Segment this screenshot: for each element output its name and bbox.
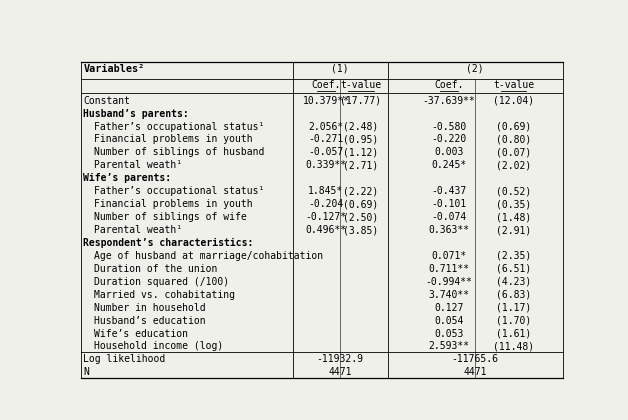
Text: N: N <box>83 368 89 377</box>
Text: Duration squared (/100): Duration squared (/100) <box>94 277 229 287</box>
Text: 10.379**: 10.379** <box>302 96 349 106</box>
Text: Number of siblings of wife: Number of siblings of wife <box>94 212 246 222</box>
Text: -0.437: -0.437 <box>431 186 467 196</box>
Text: (2.50): (2.50) <box>344 212 379 222</box>
Text: (0.69): (0.69) <box>496 121 531 131</box>
Text: t-value: t-value <box>340 81 382 90</box>
Text: -0.580: -0.580 <box>431 121 467 131</box>
Text: -0.101: -0.101 <box>431 199 467 209</box>
Text: -0.271: -0.271 <box>308 134 344 144</box>
Text: 4471: 4471 <box>328 368 352 377</box>
Text: Financial problems in youth: Financial problems in youth <box>94 199 252 209</box>
Text: (2.71): (2.71) <box>344 160 379 171</box>
Text: t-value: t-value <box>493 81 534 90</box>
Text: 0.339**: 0.339** <box>305 160 347 171</box>
Text: (0.07): (0.07) <box>496 147 531 158</box>
Text: Father’s occupational status¹: Father’s occupational status¹ <box>94 121 264 131</box>
Text: 0.711**: 0.711** <box>428 264 470 274</box>
Text: (0.52): (0.52) <box>496 186 531 196</box>
Text: 0.245*: 0.245* <box>431 160 467 171</box>
Text: -0.074: -0.074 <box>431 212 467 222</box>
Text: (4.23): (4.23) <box>496 277 531 287</box>
Text: 0.054: 0.054 <box>434 315 463 326</box>
Text: -11765.6: -11765.6 <box>452 354 499 365</box>
Text: -0.220: -0.220 <box>431 134 467 144</box>
Text: -11932.9: -11932.9 <box>317 354 364 365</box>
Text: Coef.: Coef. <box>434 81 463 90</box>
Text: (2.02): (2.02) <box>496 160 531 171</box>
Text: Father’s occupational status¹: Father’s occupational status¹ <box>94 186 264 196</box>
Text: (3.85): (3.85) <box>344 225 379 235</box>
Text: (2.35): (2.35) <box>496 251 531 261</box>
Text: -0.994**: -0.994** <box>425 277 472 287</box>
Text: 0.363**: 0.363** <box>428 225 470 235</box>
Text: -0.057: -0.057 <box>308 147 344 158</box>
Text: Household income (log): Household income (log) <box>94 341 223 352</box>
Text: (1.48): (1.48) <box>496 212 531 222</box>
Text: Number in household: Number in household <box>94 303 205 312</box>
Text: Married vs. cohabitating: Married vs. cohabitating <box>94 290 235 300</box>
Text: 4471: 4471 <box>463 368 487 377</box>
Text: (1.12): (1.12) <box>344 147 379 158</box>
Text: Husband’s education: Husband’s education <box>94 315 205 326</box>
Text: Wife’s education: Wife’s education <box>94 328 188 339</box>
Text: (2.91): (2.91) <box>496 225 531 235</box>
Text: (17.77): (17.77) <box>340 96 382 106</box>
Text: (1.70): (1.70) <box>496 315 531 326</box>
Text: 2.593**: 2.593** <box>428 341 470 352</box>
Text: Number of siblings of husband: Number of siblings of husband <box>94 147 264 158</box>
Text: (2): (2) <box>467 64 484 74</box>
Text: Respondent’s characteristics:: Respondent’s characteristics: <box>83 238 253 248</box>
Text: (1.61): (1.61) <box>496 328 531 339</box>
Text: 1.845*: 1.845* <box>308 186 344 196</box>
Text: (12.04): (12.04) <box>493 96 534 106</box>
Text: (6.83): (6.83) <box>496 290 531 300</box>
Text: (0.80): (0.80) <box>496 134 531 144</box>
Text: 0.071*: 0.071* <box>431 251 467 261</box>
Text: (0.95): (0.95) <box>344 134 379 144</box>
Text: -37.639**: -37.639** <box>423 96 475 106</box>
Text: Duration of the union: Duration of the union <box>94 264 217 274</box>
Text: Husband’s parents:: Husband’s parents: <box>83 109 188 118</box>
Text: (2.48): (2.48) <box>344 121 379 131</box>
Text: 0.496**: 0.496** <box>305 225 347 235</box>
Text: 0.127: 0.127 <box>434 303 463 312</box>
Text: -0.204: -0.204 <box>308 199 344 209</box>
Text: 2.056*: 2.056* <box>308 121 344 131</box>
Text: -0.127*: -0.127* <box>305 212 347 222</box>
Text: 0.003: 0.003 <box>434 147 463 158</box>
Text: Parental weath¹: Parental weath¹ <box>94 160 181 171</box>
Text: (2.22): (2.22) <box>344 186 379 196</box>
Text: 0.053: 0.053 <box>434 328 463 339</box>
Text: Wife’s parents:: Wife’s parents: <box>83 173 171 183</box>
Text: (6.51): (6.51) <box>496 264 531 274</box>
Text: Parental weath¹: Parental weath¹ <box>94 225 181 235</box>
Text: (11.48): (11.48) <box>493 341 534 352</box>
Text: Financial problems in youth: Financial problems in youth <box>94 134 252 144</box>
Text: (1): (1) <box>332 64 349 74</box>
Text: Constant: Constant <box>83 96 130 106</box>
Text: (0.69): (0.69) <box>344 199 379 209</box>
Text: Variables²: Variables² <box>84 64 144 74</box>
Text: (0.35): (0.35) <box>496 199 531 209</box>
Text: (1.17): (1.17) <box>496 303 531 312</box>
Text: Coef.: Coef. <box>311 81 340 90</box>
Text: Log likelihood: Log likelihood <box>83 354 165 365</box>
Text: Age of husband at marriage/cohabitation: Age of husband at marriage/cohabitation <box>94 251 323 261</box>
Text: 3.740**: 3.740** <box>428 290 470 300</box>
